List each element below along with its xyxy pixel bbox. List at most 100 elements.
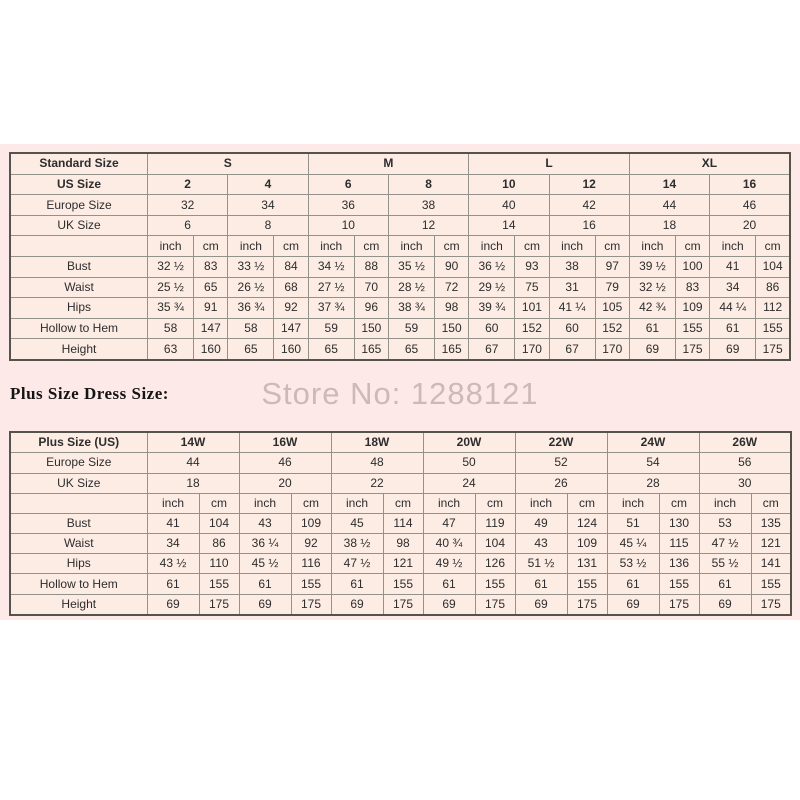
table-row: Height 69 175 69 175 69 175 69 175 69 175 69 175 69 17… [9,593,792,616]
table-row: Hollow to Hem 58 147 58 147 59 150 59 150 60 152 60… [9,317,791,340]
value-cell: cm [674,235,711,257]
value-cell: 109 [674,297,711,319]
row-label: Bust [9,255,148,278]
value-cell: 43 ½ [146,553,200,575]
value-cell: 104 [755,255,791,278]
value-cell: cm [750,492,792,514]
value-cell: 44 [628,194,711,216]
store-watermark: Store No: 1288121 [261,376,539,411]
value-cell: 29 ½ [468,276,516,299]
value-cell: 58 [146,317,195,340]
row-label: Bust [9,512,148,535]
value-cell: 175 [755,338,791,361]
plus-size-table: Plus Size (US) 14W 16W 18W 20W 22W 24W 26W Europ… [9,431,792,616]
row-label: Hollow to Hem [9,317,148,340]
value-cell: 67 [548,338,596,361]
value-cell: L [468,152,630,175]
value-cell: 92 [273,297,309,319]
value-cell: 100 [674,255,711,278]
row-label: Height [9,593,148,616]
value-cell: 121 [750,533,792,555]
value-cell: 91 [193,297,229,319]
row-label: Standard Size [9,152,148,175]
row-label [9,235,148,257]
value-cell: 69 [514,593,568,616]
value-cell: 53 ½ [606,553,660,575]
value-cell: 16 [709,173,791,196]
value-cell: 45 ½ [238,553,292,575]
value-cell: 155 [474,573,516,595]
value-cell: 97 [594,255,630,278]
value-cell: 152 [514,317,550,340]
value-cell: 45 ¼ [606,533,660,555]
value-cell: 61 [628,317,677,340]
value-cell: 112 [755,297,791,319]
value-cell: 26 ½ [227,276,275,299]
value-cell: 44 ¼ [709,297,757,319]
value-cell: 175 [382,593,424,616]
value-cell: 124 [566,512,608,535]
table-row: Standard Size S M L XL [9,152,791,175]
value-cell: 65 [307,338,355,361]
value-cell: 70 [353,276,389,299]
value-cell: inch [709,235,757,257]
value-cell: 47 ½ [698,533,752,555]
value-cell: 16W [238,431,332,454]
table-row: Waist 25 ½ 65 26 ½ 68 27 ½ 70 28 ½ 72 29 ½ 75 31 79 3… [9,276,791,299]
value-cell: 38 [387,194,470,216]
row-label: Hips [9,553,148,575]
table-row: Hollow to Hem 61 155 61 155 61 155 61 155 61 155 61… [9,573,792,595]
table-row: Europe Size 44 46 48 50 52 54 56 [9,452,792,474]
value-cell: 24W [606,431,700,454]
value-cell: 48 [330,452,424,474]
value-cell: 51 ½ [514,553,568,575]
value-cell: inch [330,492,384,514]
value-cell: inch [422,492,476,514]
table-row: UK Size 6 8 10 12 14 16 18 20 [9,214,791,237]
value-cell: 69 [709,338,757,361]
value-cell: cm [514,235,550,257]
value-cell: 155 [290,573,332,595]
value-cell: 175 [674,338,711,361]
value-cell: 150 [353,317,389,340]
value-cell: 18 [628,214,711,237]
value-cell: 165 [353,338,389,361]
value-cell: 61 [146,573,200,595]
value-cell: 61 [238,573,292,595]
value-cell: 2 [146,173,229,196]
value-cell: 38 ½ [330,533,384,555]
value-cell: 165 [434,338,470,361]
value-cell: 56 [698,452,792,474]
value-cell: 88 [353,255,389,278]
table-row: UK Size 18 20 22 24 26 28 30 [9,472,792,494]
value-cell: inch [146,492,200,514]
value-cell: 60 [548,317,596,340]
table-row: inch cm inch cm inch cm inch cm inch cm inch cm inch… [9,492,792,514]
value-cell: 170 [594,338,630,361]
value-cell: cm [755,235,791,257]
table-row: Height 63 160 65 160 65 165 65 165 67 170 67 170 69 17… [9,338,791,361]
table-row: US Size 2 4 6 8 10 12 14 16 [9,173,791,196]
value-cell: 8 [387,173,470,196]
value-cell: 35 ½ [387,255,436,278]
value-cell: 155 [750,573,792,595]
value-cell: 175 [290,593,332,616]
value-cell: 90 [434,255,470,278]
value-cell: 170 [514,338,550,361]
value-cell: 61 [330,573,384,595]
row-label: US Size [9,173,148,196]
row-label: Hips [9,297,148,319]
row-label: Europe Size [9,452,148,474]
row-label: Height [9,338,148,361]
value-cell: 6 [307,173,389,196]
value-cell: 51 [606,512,660,535]
value-cell: 152 [594,317,630,340]
value-cell: 12 [548,173,630,196]
value-cell: inch [698,492,752,514]
value-cell: 147 [273,317,309,340]
value-cell: 36 ¼ [238,533,292,555]
value-cell: inch [227,235,275,257]
value-cell: 34 ½ [307,255,355,278]
value-cell: 136 [658,553,700,575]
